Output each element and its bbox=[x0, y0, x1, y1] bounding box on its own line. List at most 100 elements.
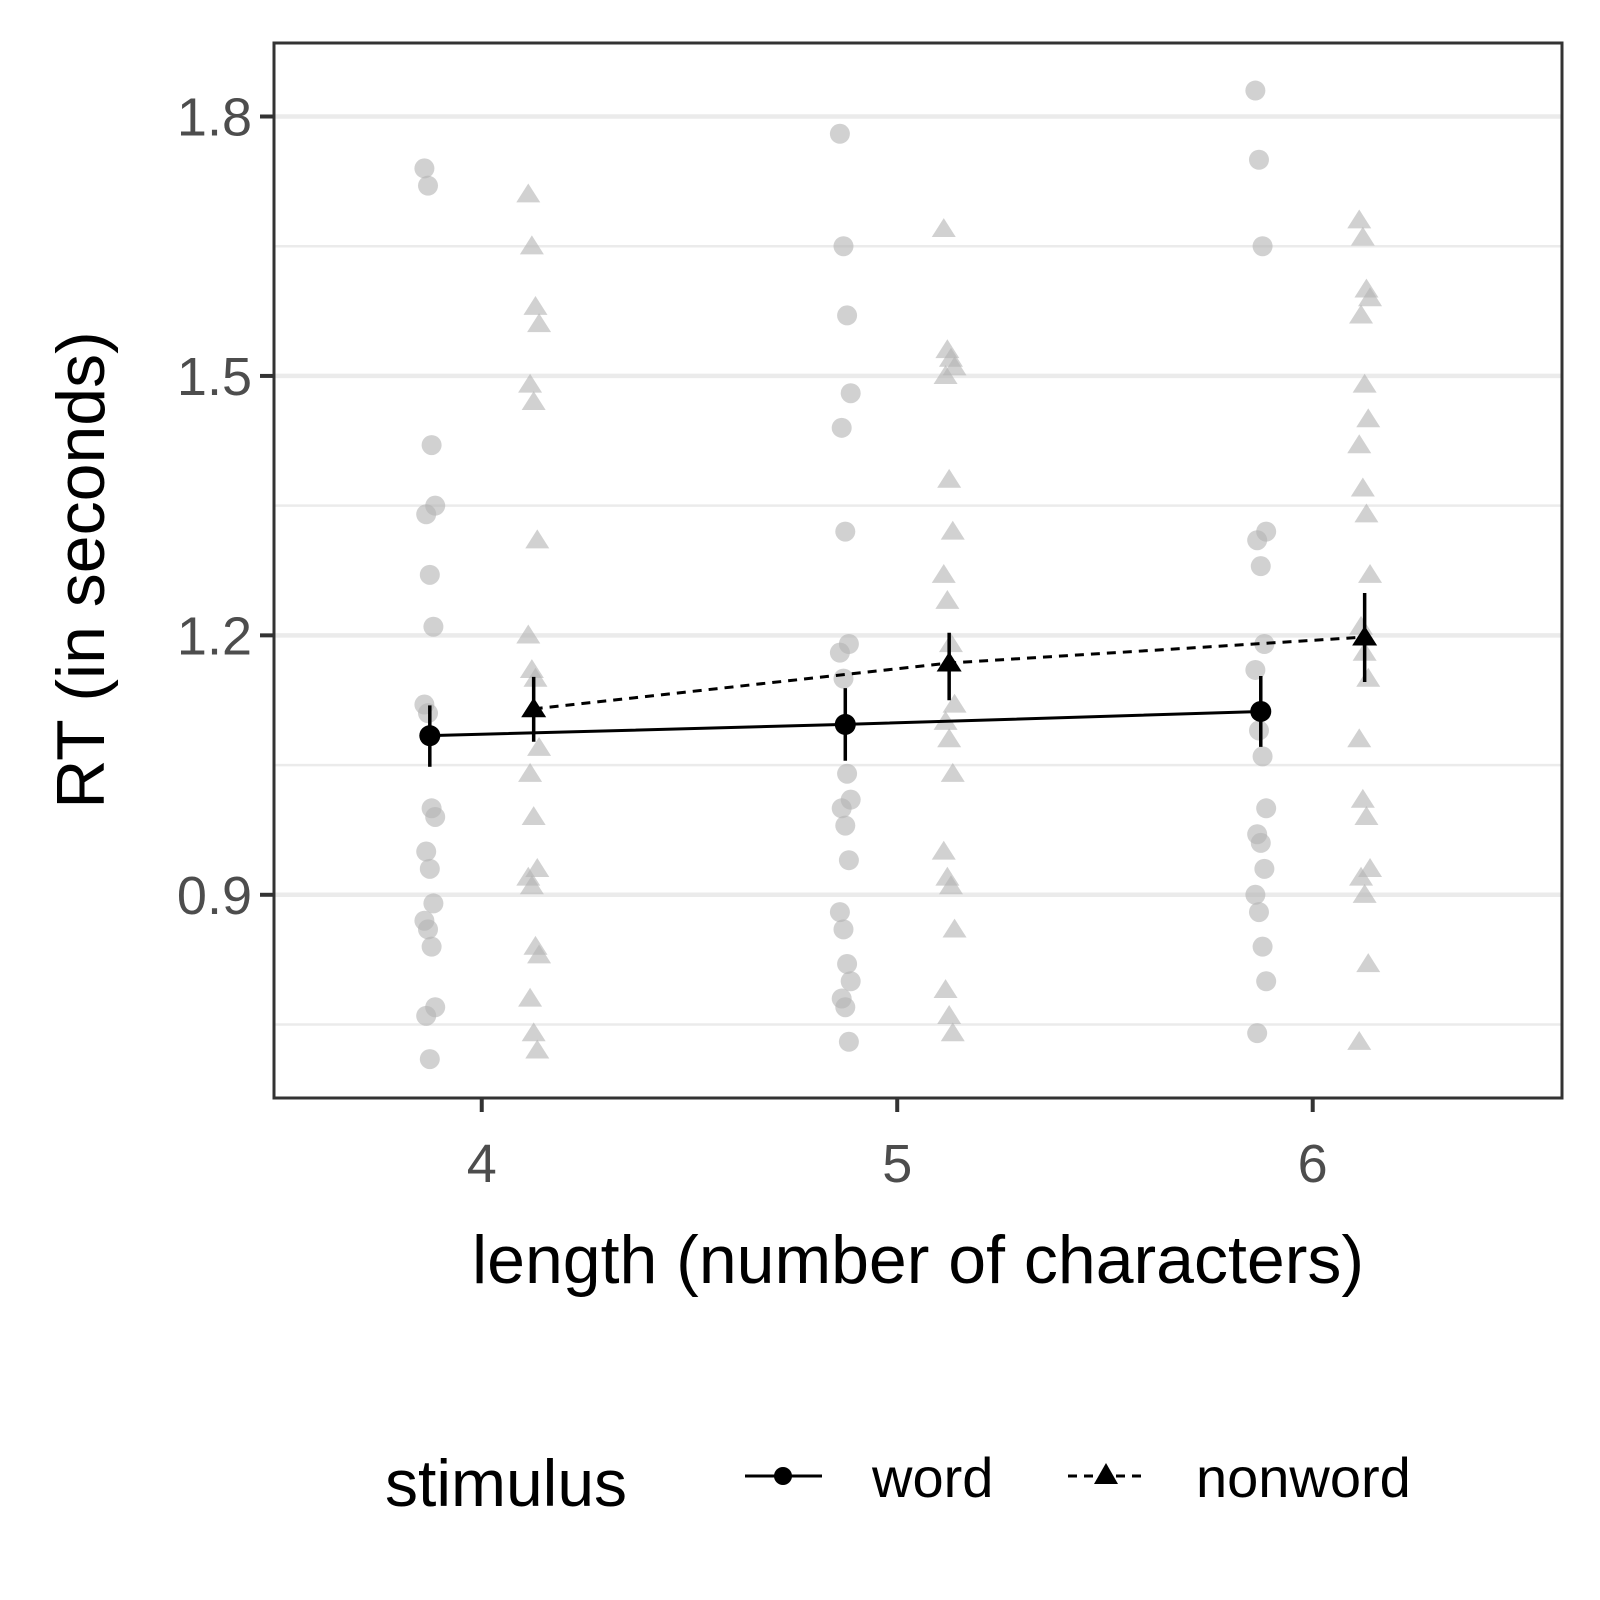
raw-point-nonword bbox=[940, 520, 965, 540]
x-axis-title: length (number of characters) bbox=[472, 1222, 1364, 1298]
raw-point-nonword bbox=[516, 624, 541, 644]
mean-point-nonword bbox=[1352, 625, 1378, 646]
grid-layer bbox=[274, 114, 1562, 1026]
mean-point-nonword bbox=[936, 651, 962, 672]
raw-point-word bbox=[833, 236, 854, 257]
raw-point-word bbox=[1254, 858, 1275, 879]
raw-point-word bbox=[835, 521, 856, 542]
raw-point-nonword bbox=[937, 728, 962, 748]
mean-point-word bbox=[419, 725, 441, 747]
raw-point-nonword bbox=[1356, 667, 1381, 687]
mean-point-word bbox=[1250, 700, 1272, 722]
raw-point-nonword bbox=[942, 693, 967, 713]
raw-point-nonword bbox=[525, 529, 550, 549]
raw-point-nonword bbox=[931, 840, 956, 860]
legend-label-word: word bbox=[871, 1446, 993, 1509]
raw-points-layer bbox=[414, 80, 1383, 1070]
mean-point-nonword bbox=[521, 697, 547, 718]
raw-point-word bbox=[831, 417, 852, 438]
raw-point-word bbox=[1250, 832, 1271, 853]
raw-point-nonword bbox=[518, 762, 543, 782]
raw-point-word bbox=[1252, 746, 1273, 767]
raw-point-word bbox=[416, 1005, 437, 1026]
raw-point-word bbox=[835, 815, 856, 836]
raw-point-word bbox=[838, 1031, 859, 1052]
raw-point-word bbox=[835, 997, 856, 1018]
mean-points-layer bbox=[419, 625, 1378, 747]
raw-point-word bbox=[425, 806, 446, 827]
x-tick-label: 4 bbox=[467, 1134, 497, 1194]
raw-point-nonword bbox=[940, 762, 965, 782]
raw-point-nonword bbox=[518, 987, 543, 1007]
raw-point-nonword bbox=[1356, 408, 1381, 428]
y-tick-label: 1.5 bbox=[177, 347, 252, 407]
raw-point-nonword bbox=[938, 633, 963, 653]
raw-point-word bbox=[1247, 1023, 1268, 1044]
raw-point-word bbox=[419, 1049, 440, 1070]
raw-point-nonword bbox=[518, 373, 543, 393]
raw-point-nonword bbox=[1350, 477, 1375, 497]
raw-point-nonword bbox=[1350, 788, 1375, 808]
legend-key-word-marker bbox=[774, 1467, 792, 1485]
legend-key-nonword-marker bbox=[1094, 1463, 1118, 1484]
raw-point-word bbox=[416, 504, 437, 525]
raw-point-word bbox=[1247, 530, 1268, 551]
raw-point-word bbox=[833, 919, 854, 940]
raw-point-word bbox=[1252, 936, 1273, 957]
raw-point-word bbox=[829, 123, 850, 144]
plot-border bbox=[272, 41, 1564, 1100]
raw-point-nonword bbox=[527, 944, 552, 964]
raw-point-word bbox=[414, 158, 435, 179]
raw-point-nonword bbox=[940, 1022, 965, 1042]
raw-point-nonword bbox=[1352, 373, 1377, 393]
raw-point-nonword bbox=[931, 218, 956, 238]
raw-point-nonword bbox=[1352, 883, 1377, 903]
raw-point-nonword bbox=[519, 875, 544, 895]
raw-point-word bbox=[833, 668, 854, 689]
raw-point-nonword bbox=[942, 918, 967, 938]
raw-point-nonword bbox=[931, 564, 956, 583]
raw-point-word bbox=[837, 763, 858, 784]
raw-point-word bbox=[419, 564, 440, 585]
raw-point-word bbox=[1245, 884, 1266, 905]
raw-point-nonword bbox=[1354, 503, 1379, 523]
legend: stimulus word nonword bbox=[385, 1446, 1411, 1520]
raw-point-word bbox=[1250, 556, 1271, 577]
raw-point-word bbox=[829, 642, 850, 663]
axis-layer: 0.9 1.2 1.5 1.8 4 5 6 bbox=[177, 88, 1328, 1194]
raw-point-nonword bbox=[523, 295, 548, 315]
raw-point-word bbox=[1256, 798, 1277, 819]
raw-point-nonword bbox=[935, 589, 960, 609]
raw-point-word bbox=[1245, 659, 1266, 680]
raw-point-nonword bbox=[525, 1039, 550, 1059]
raw-point-nonword bbox=[527, 313, 552, 333]
raw-point-nonword bbox=[1349, 304, 1374, 324]
raw-point-word bbox=[1252, 236, 1273, 257]
raw-point-nonword bbox=[1358, 564, 1383, 583]
raw-point-nonword bbox=[1356, 953, 1381, 973]
raw-point-word bbox=[423, 616, 444, 637]
y-tick-label: 0.9 bbox=[177, 866, 252, 926]
plot-panel bbox=[274, 43, 1562, 1098]
raw-point-nonword bbox=[516, 183, 541, 203]
raw-point-word bbox=[418, 175, 439, 196]
raw-point-nonword bbox=[937, 468, 962, 488]
raw-point-nonword bbox=[523, 667, 548, 687]
raw-point-word bbox=[1248, 149, 1269, 170]
raw-point-nonword bbox=[1347, 434, 1372, 454]
raw-point-word bbox=[837, 953, 858, 974]
raw-point-word bbox=[416, 841, 437, 862]
raw-point-word bbox=[418, 919, 439, 940]
raw-point-word bbox=[840, 971, 861, 992]
y-tick-label: 1.8 bbox=[177, 88, 252, 148]
raw-point-nonword bbox=[1354, 806, 1379, 826]
raw-point-nonword bbox=[1358, 287, 1383, 307]
raw-point-word bbox=[1248, 902, 1269, 923]
raw-point-nonword bbox=[1347, 1030, 1372, 1050]
raw-point-nonword bbox=[1349, 866, 1374, 886]
raw-point-nonword bbox=[933, 979, 958, 999]
raw-point-word bbox=[1248, 720, 1269, 741]
x-tick-label: 6 bbox=[1298, 1134, 1328, 1194]
